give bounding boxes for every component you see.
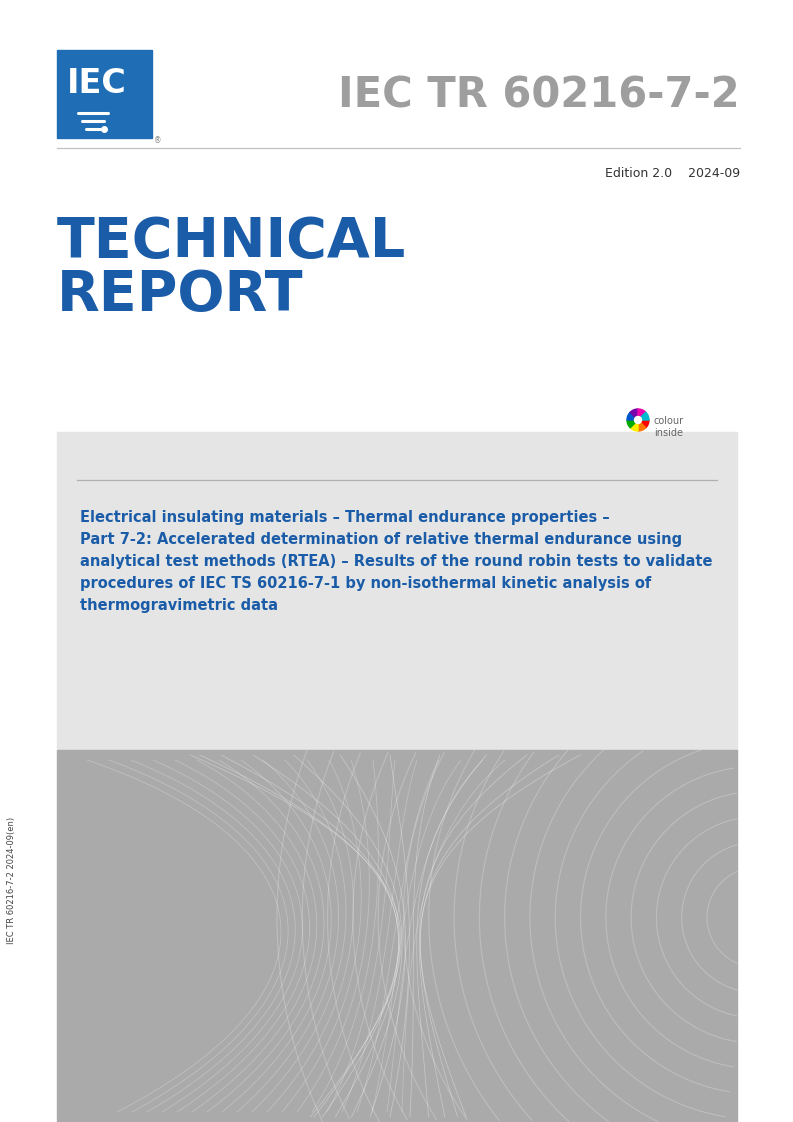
Circle shape (634, 416, 642, 423)
Wedge shape (630, 410, 638, 420)
Wedge shape (627, 420, 638, 427)
Text: Edition 2.0    2024-09: Edition 2.0 2024-09 (605, 167, 740, 180)
Text: REPORT: REPORT (57, 268, 304, 322)
Text: TECHNICAL: TECHNICAL (57, 215, 406, 269)
Wedge shape (638, 412, 649, 420)
Text: thermogravimetric data: thermogravimetric data (80, 598, 278, 613)
Wedge shape (638, 410, 646, 420)
Text: IEC: IEC (67, 67, 127, 100)
Wedge shape (638, 420, 649, 427)
Text: procedures of IEC TS 60216-7-1 by non-isothermal kinetic analysis of: procedures of IEC TS 60216-7-1 by non-is… (80, 576, 651, 591)
Bar (57, 50, 152, 138)
Wedge shape (630, 420, 638, 431)
Text: IEC TR 60216-7-2 2024-09(en): IEC TR 60216-7-2 2024-09(en) (7, 817, 17, 944)
Text: Part 7-2: Accelerated determination of relative thermal endurance using: Part 7-2: Accelerated determination of r… (80, 532, 682, 548)
Bar (57, 749, 737, 1122)
Text: colour
inside: colour inside (654, 416, 684, 439)
Text: analytical test methods (RTEA) – Results of the round robin tests to validate: analytical test methods (RTEA) – Results… (80, 554, 712, 569)
Wedge shape (638, 420, 646, 431)
Bar (57, 432, 737, 749)
Text: ®: ® (154, 136, 162, 145)
Text: Electrical insulating materials – Thermal endurance properties –: Electrical insulating materials – Therma… (80, 511, 610, 525)
Wedge shape (627, 412, 638, 420)
Text: IEC TR 60216-7-2: IEC TR 60216-7-2 (339, 74, 740, 116)
